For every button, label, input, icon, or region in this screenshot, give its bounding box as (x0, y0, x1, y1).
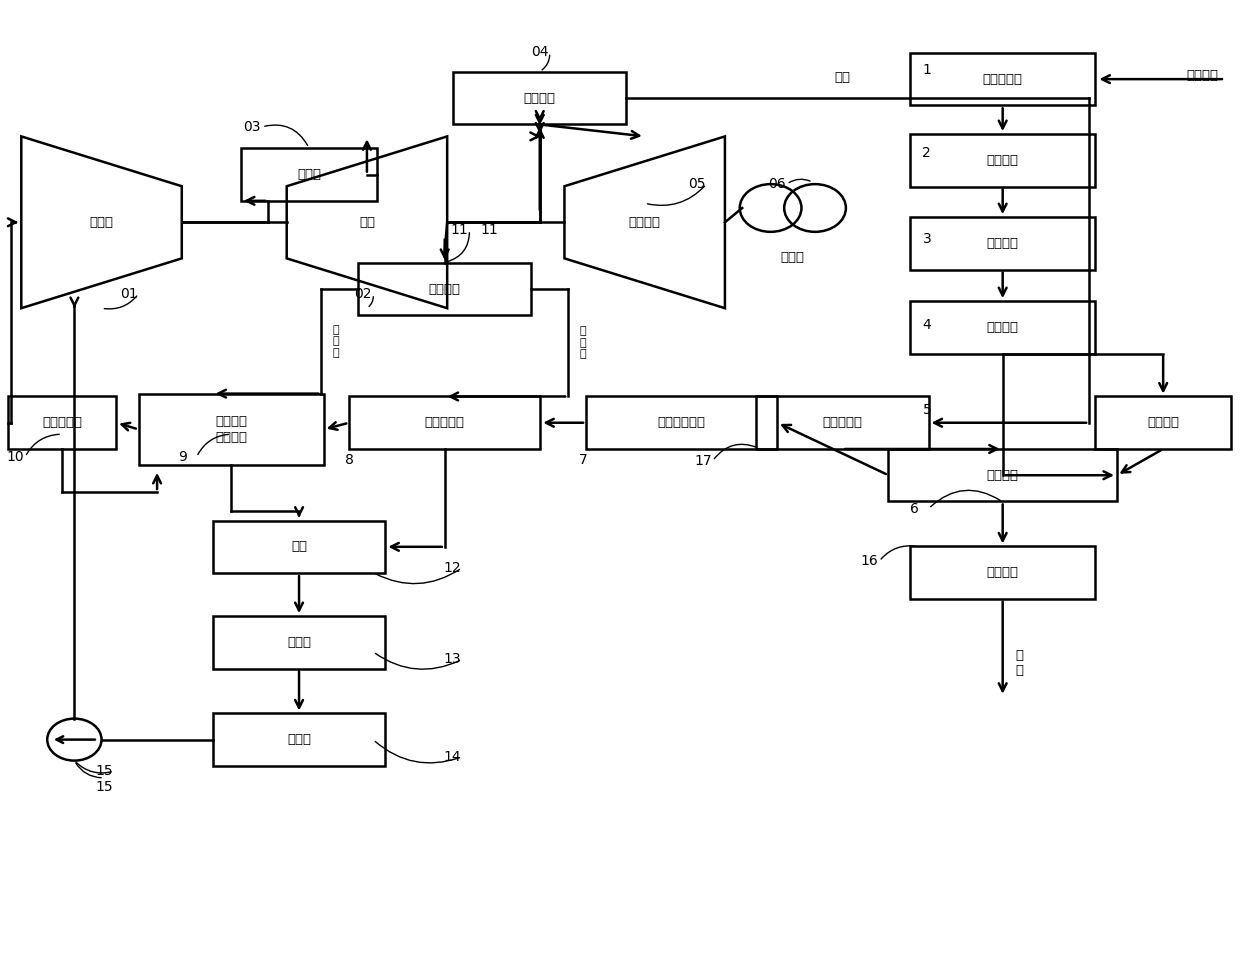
Text: 11: 11 (481, 223, 498, 237)
Text: 风雨防护罩: 风雨防护罩 (982, 73, 1023, 85)
Bar (348, 396, 541, 449)
Bar (454, 72, 626, 125)
Text: 1: 1 (923, 62, 931, 77)
Bar (889, 449, 1117, 501)
Text: 02: 02 (355, 287, 372, 300)
Text: 发电机: 发电机 (781, 251, 805, 264)
Text: 9: 9 (179, 450, 187, 464)
Text: 防昆虫网: 防昆虫网 (987, 154, 1019, 167)
Text: 4: 4 (923, 319, 931, 332)
Text: 15: 15 (95, 780, 113, 794)
Text: 10: 10 (6, 450, 24, 464)
Text: 再生风机: 再生风机 (987, 566, 1019, 579)
Text: 冷
却
水: 冷 却 水 (332, 324, 340, 358)
Bar (756, 396, 929, 449)
Text: 预过滤器: 预过滤器 (987, 321, 1019, 334)
Bar (241, 149, 377, 201)
Text: 处理风机: 处理风机 (1147, 417, 1179, 429)
Text: 01: 01 (120, 287, 138, 300)
Text: 14: 14 (444, 750, 461, 764)
Bar (1095, 396, 1231, 449)
Text: 水滴过滤器: 水滴过滤器 (42, 417, 82, 429)
Text: 除湿转轮: 除湿转轮 (987, 468, 1019, 482)
Text: 16: 16 (861, 554, 878, 568)
Text: 12: 12 (444, 561, 461, 575)
Text: 大气空气: 大气空气 (1187, 69, 1219, 82)
Text: 7: 7 (579, 453, 588, 467)
Text: 2: 2 (923, 146, 931, 159)
Text: 中和池: 中和池 (286, 733, 311, 746)
Bar (910, 301, 1095, 353)
Text: 17: 17 (694, 454, 712, 468)
Bar (910, 546, 1095, 599)
Text: 05: 05 (688, 178, 706, 191)
Text: 蒸汽轮机: 蒸汽轮机 (629, 216, 661, 228)
Text: 15: 15 (95, 764, 113, 779)
Text: 8: 8 (345, 453, 353, 467)
Text: 烟气过滤器: 烟气过滤器 (822, 417, 862, 429)
Text: 余热锅炉: 余热锅炉 (523, 92, 556, 105)
Text: 5: 5 (923, 403, 931, 418)
Bar (139, 394, 324, 466)
Text: 气水换热器: 气水换热器 (425, 417, 465, 429)
Bar (587, 396, 777, 449)
Text: 透平: 透平 (358, 216, 374, 228)
Text: 13: 13 (444, 653, 461, 666)
Text: 06: 06 (768, 178, 786, 191)
Text: 排
气: 排 气 (1016, 649, 1023, 677)
Text: 压气机: 压气机 (89, 216, 114, 228)
Bar (910, 53, 1095, 106)
Bar (212, 713, 386, 766)
Text: 04: 04 (531, 45, 548, 60)
Text: 燃烧室: 燃烧室 (296, 168, 321, 181)
Bar (212, 616, 386, 668)
Bar (358, 263, 531, 315)
Text: 防冰装置: 防冰装置 (987, 237, 1019, 250)
Text: 烟气: 烟气 (835, 71, 851, 84)
Text: 冷
却
水: 冷 却 水 (579, 326, 587, 359)
Bar (910, 217, 1095, 270)
Bar (7, 396, 117, 449)
Text: 6: 6 (910, 502, 919, 516)
Text: 自清洗过滤器: 自清洗过滤器 (657, 417, 706, 429)
Text: 水箱: 水箱 (291, 540, 308, 553)
Text: 蒸发冷却
消洗装置: 蒸发冷却 消洗装置 (216, 415, 247, 444)
Text: 3: 3 (923, 231, 931, 246)
Text: 沉淀池: 沉淀池 (286, 636, 311, 649)
Bar (212, 520, 386, 573)
Text: 11: 11 (451, 223, 469, 237)
Text: 冷却水塔: 冷却水塔 (429, 282, 461, 296)
Bar (910, 134, 1095, 186)
Text: 03: 03 (243, 120, 260, 133)
